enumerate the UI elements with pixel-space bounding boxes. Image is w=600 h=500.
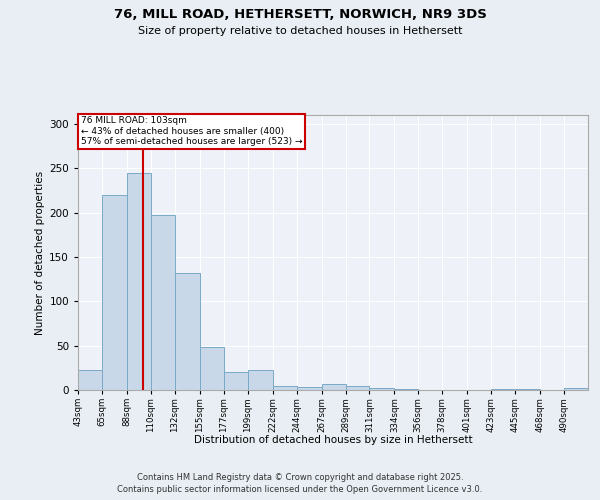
Bar (272, 386, 296, 390)
Y-axis label: Number of detached properties: Number of detached properties (35, 170, 45, 334)
Bar (78, 370, 102, 390)
Text: Distribution of detached houses by size in Hethersett: Distribution of detached houses by size … (194, 435, 472, 445)
Text: 76, MILL ROAD, HETHERSETT, NORWICH, NR9 3DS: 76, MILL ROAD, HETHERSETT, NORWICH, NR9 … (113, 8, 487, 20)
Bar (491, 389, 515, 390)
Bar (370, 388, 394, 390)
Bar (346, 386, 370, 390)
Text: Contains HM Land Registry data © Crown copyright and database right 2025.
Contai: Contains HM Land Registry data © Crown c… (118, 472, 482, 494)
Bar (296, 388, 322, 390)
Bar (515, 389, 540, 390)
Bar (151, 215, 175, 390)
Bar (322, 384, 346, 390)
Bar (564, 388, 588, 390)
Bar (200, 348, 224, 390)
Bar (394, 389, 418, 390)
Bar (127, 172, 151, 390)
Bar (175, 273, 200, 390)
Text: 76 MILL ROAD: 103sqm
← 43% of detached houses are smaller (400)
57% of semi-deta: 76 MILL ROAD: 103sqm ← 43% of detached h… (80, 116, 302, 146)
Bar (102, 195, 127, 390)
Text: Size of property relative to detached houses in Hethersett: Size of property relative to detached ho… (138, 26, 462, 36)
Bar (248, 370, 272, 390)
Bar (224, 372, 248, 390)
